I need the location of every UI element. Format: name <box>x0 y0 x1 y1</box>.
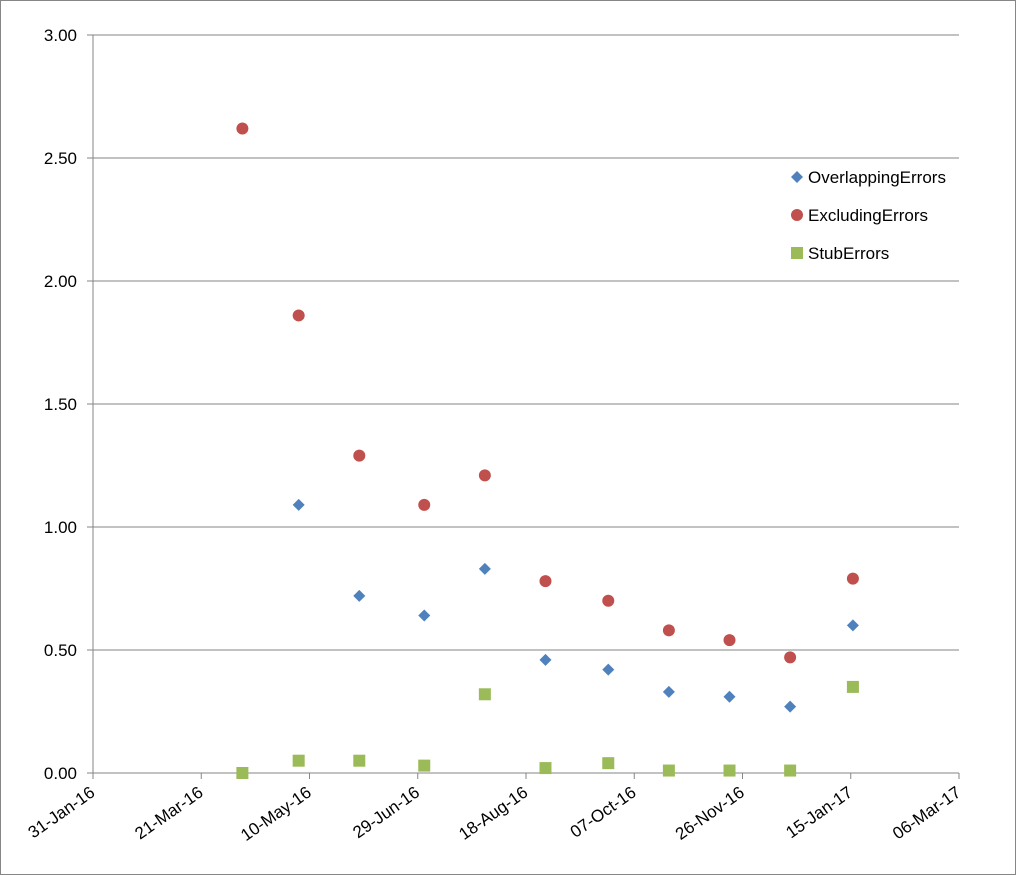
data-point-StubErrors <box>539 762 552 775</box>
x-tick-label: 18-Aug-16 <box>455 783 531 844</box>
data-point-OverlappingErrors <box>602 663 615 676</box>
legend-marker-ExcludingErrors <box>791 209 803 221</box>
data-point-OverlappingErrors <box>418 609 431 622</box>
data-point-StubErrors <box>723 764 736 777</box>
x-tick-label: 06-Mar-17 <box>889 783 964 844</box>
data-point-ExcludingErrors <box>478 469 491 482</box>
legend: OverlappingErrors ExcludingErrors StubErro… <box>791 168 946 263</box>
data-points <box>236 122 859 779</box>
x-tick-label: 31-Jan-16 <box>25 783 99 842</box>
data-point-StubErrors <box>662 764 675 777</box>
data-point-OverlappingErrors <box>846 619 859 632</box>
legend-marker-StubErrors <box>791 247 803 259</box>
y-tick-label: 0.00 <box>44 764 77 783</box>
data-point-ExcludingErrors <box>236 122 249 135</box>
data-point-ExcludingErrors <box>292 309 305 322</box>
data-point-StubErrors <box>602 757 615 770</box>
data-point-ExcludingErrors <box>602 594 615 607</box>
legend-label: ExcludingErrors <box>808 206 928 225</box>
x-tick-label: 10-May-16 <box>237 783 314 845</box>
data-point-ExcludingErrors <box>418 498 431 511</box>
y-tick-label: 3.00 <box>44 26 77 45</box>
axes: 0.00 0.50 1.00 1.50 2.00 2.50 3.00 31-Jan-16 21-… <box>25 26 965 845</box>
data-point-ExcludingErrors <box>723 634 736 647</box>
y-tick-label: 1.00 <box>44 518 77 537</box>
data-point-ExcludingErrors <box>353 449 366 462</box>
data-point-ExcludingErrors <box>846 572 859 585</box>
data-point-OverlappingErrors <box>723 690 736 703</box>
data-point-OverlappingErrors <box>292 498 305 511</box>
legend-label: OverlappingErrors <box>808 168 946 187</box>
legend-label: StubErrors <box>808 244 889 263</box>
data-point-OverlappingErrors <box>784 700 797 713</box>
data-point-OverlappingErrors <box>662 685 675 698</box>
data-point-StubErrors <box>292 754 305 767</box>
x-tick-label: 07-Oct-16 <box>567 783 640 842</box>
data-point-StubErrors <box>418 759 431 772</box>
data-point-StubErrors <box>478 688 491 701</box>
x-tick-label: 26-Nov-16 <box>672 783 748 844</box>
y-tick-label: 1.50 <box>44 395 77 414</box>
data-point-ExcludingErrors <box>662 624 675 637</box>
y-tick-label: 2.00 <box>44 272 77 291</box>
x-tick-label: 15-Jan-17 <box>782 783 856 842</box>
data-point-OverlappingErrors <box>539 653 552 666</box>
data-point-StubErrors <box>236 767 249 779</box>
data-point-OverlappingErrors <box>478 562 491 575</box>
y-tick-label: 0.50 <box>44 641 77 660</box>
gridlines <box>93 34 959 651</box>
data-point-ExcludingErrors <box>784 651 797 664</box>
data-point-StubErrors <box>353 754 366 767</box>
data-point-StubErrors <box>846 680 859 693</box>
data-point-StubErrors <box>784 764 797 777</box>
data-point-ExcludingErrors <box>539 575 552 588</box>
x-tick-label: 29-Jun-16 <box>349 783 423 842</box>
legend-marker-OverlappingErrors <box>791 171 803 183</box>
y-tick-label: 2.50 <box>44 149 77 168</box>
data-point-OverlappingErrors <box>353 589 366 602</box>
x-tick-label: 21-Mar-16 <box>131 783 206 844</box>
